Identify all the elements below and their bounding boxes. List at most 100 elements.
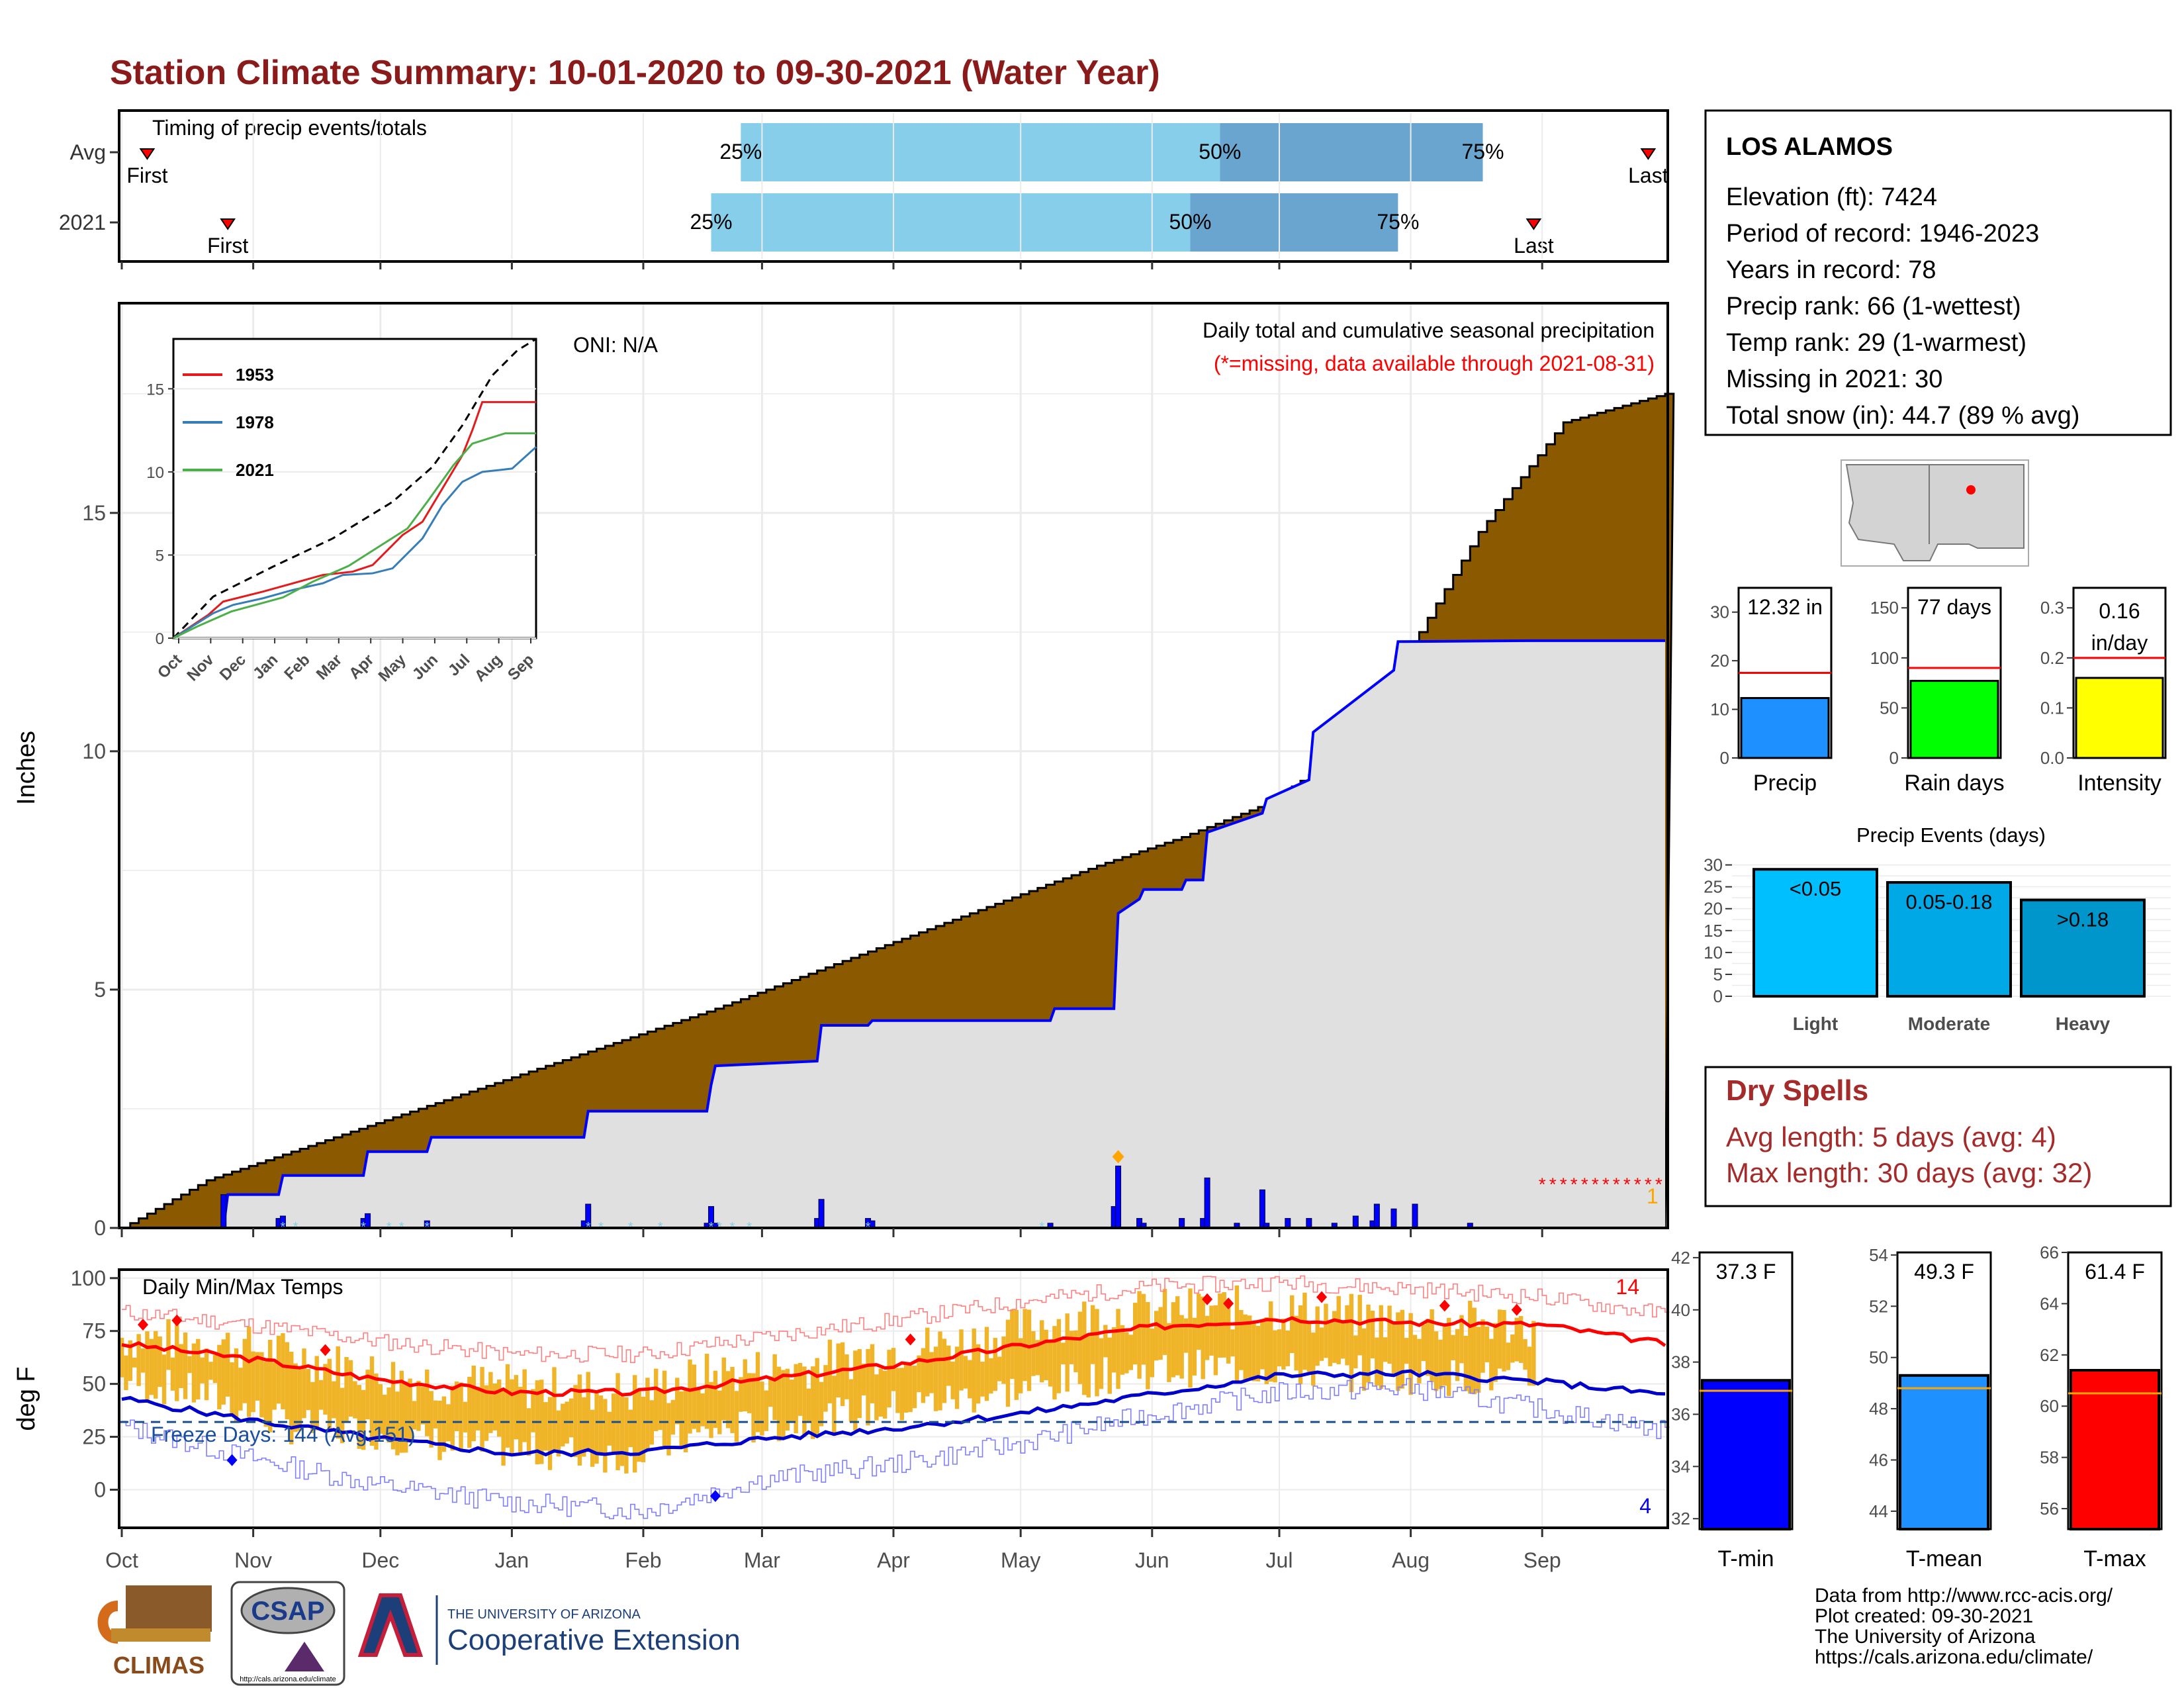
daily-precip-bar [1179, 1218, 1185, 1229]
daily-temp-bar [1014, 1309, 1019, 1400]
precip-total-bar [2075, 677, 2164, 759]
precip-total-y-tick: 0.1 [2040, 698, 2064, 718]
daily-temp-bar [972, 1329, 976, 1413]
daily-temp-bar [692, 1364, 697, 1429]
daily-temp-bar [1116, 1309, 1120, 1389]
daily-temp-bar [980, 1362, 985, 1397]
daily-temp-bar [1197, 1293, 1201, 1350]
daily-temp-bar [857, 1348, 862, 1419]
daily-temp-bar [1468, 1300, 1473, 1394]
daily-temp-bar [302, 1348, 306, 1419]
daily-temp-bar [1438, 1339, 1443, 1389]
daily-temp-bar [387, 1387, 391, 1443]
daily-temp-bar [1447, 1317, 1451, 1396]
daily-temp-bar [1247, 1315, 1252, 1378]
daily-temp-bar [938, 1331, 942, 1411]
daily-temp-bar [276, 1335, 281, 1404]
temp-total-y-tick: 66 [2040, 1243, 2059, 1262]
daily-temp-bar [624, 1397, 629, 1474]
daily-temp-bar [637, 1388, 641, 1462]
temp-total-y-tick: 48 [1869, 1399, 1888, 1419]
daily-temp-bar [1040, 1320, 1044, 1383]
daily-temp-bar [993, 1338, 997, 1391]
missing-data-marker: * [1645, 1174, 1652, 1195]
daily-temp-bar [950, 1361, 955, 1399]
daily-temp-bar [840, 1342, 845, 1407]
daily-temp-bar [1277, 1329, 1282, 1367]
daily-temp-bar [1183, 1318, 1189, 1353]
temp-total-y-tick: 40 [1671, 1300, 1690, 1320]
first-event-marker [139, 148, 156, 160]
inset-y-tick: 0 [156, 630, 164, 648]
daily-temp-bar [611, 1393, 616, 1453]
daily-temp-bar [390, 1362, 396, 1450]
missing-data-marker: * [1655, 1174, 1662, 1195]
precip-event-category: Light [1793, 1013, 1838, 1034]
precip-total-value-label: in/day [2091, 631, 2148, 655]
daily-temp-bar [140, 1348, 146, 1373]
daily-temp-bar [268, 1339, 273, 1432]
temp-y-label: deg F [13, 1366, 40, 1430]
daily-temp-bar [628, 1409, 633, 1448]
daily-temp-bar [772, 1354, 777, 1421]
daily-temp-bar [285, 1342, 290, 1420]
daily-temp-bar [968, 1360, 972, 1399]
daily-temp-bar [318, 1380, 324, 1410]
oni-label: ONI: N/A [573, 333, 659, 357]
daily-temp-bar [1162, 1289, 1167, 1355]
freeze-days-label: Freeze Days: 144 (Avg:151) [151, 1423, 416, 1446]
daily-temp-bar [191, 1343, 197, 1403]
daily-temp-bar [1260, 1320, 1265, 1370]
timing-panel: Timing of precip events/totals Avg 25% 50%… [59, 109, 1669, 269]
daily-temp-bar [1417, 1338, 1422, 1383]
daily-temp-bar [1273, 1330, 1277, 1383]
daily-temp-bar [518, 1386, 523, 1453]
daily-temp-bar [908, 1365, 913, 1413]
daily-temp-bar [730, 1366, 735, 1434]
daily-temp-bar [437, 1400, 442, 1460]
missing-data-marker: * [1581, 1174, 1588, 1195]
daily-temp-bar [463, 1401, 468, 1432]
daily-temp-bar [577, 1374, 582, 1466]
missing-data-marker: * [1570, 1174, 1578, 1195]
daily-temp-bar [136, 1334, 141, 1386]
first-event-label: First [207, 234, 248, 258]
inset-legend-label: 1978 [236, 412, 274, 432]
daily-temp-bar [539, 1380, 544, 1464]
daily-temp-bar [679, 1391, 684, 1446]
daily-temp-bar [573, 1385, 578, 1458]
daily-temp-bar [1158, 1307, 1163, 1360]
daily-temp-bar [959, 1329, 964, 1391]
record-high-marker [905, 1333, 916, 1346]
daily-temp-bar [1226, 1299, 1231, 1364]
record-high-marker [1511, 1303, 1522, 1316]
precip-total-y-tick: 0 [1889, 748, 1899, 768]
daily-temp-bar [717, 1390, 722, 1434]
temp-total-y-tick: 50 [1869, 1348, 1888, 1368]
record-high-marker [1223, 1297, 1234, 1310]
daily-temp-bar [531, 1389, 535, 1432]
daily-temp-bar [1251, 1321, 1256, 1382]
daily-temp-bar [760, 1382, 764, 1436]
precip-total-y-tick: 0.0 [2040, 748, 2064, 768]
daily-temp-bar [149, 1338, 154, 1395]
record-high-envelope [122, 1275, 1670, 1364]
daily-temp-bar [179, 1344, 183, 1388]
daily-temp-bar [1052, 1326, 1057, 1400]
daily-temp-bar [976, 1344, 981, 1404]
daily-temp-bar [556, 1410, 561, 1457]
daily-temp-bar [289, 1352, 294, 1444]
temp-total-name: T-min [1718, 1546, 1774, 1571]
precip-event-y-tick: 30 [1704, 855, 1723, 875]
missing-data-marker: * [1560, 1174, 1567, 1195]
daily-temp-bar [1255, 1325, 1261, 1382]
daily-temp-bar [1290, 1295, 1295, 1354]
avg-tmax-line [121, 1316, 1666, 1397]
precip-event-y-tick: 25 [1704, 877, 1723, 897]
daily-temp-bar [802, 1366, 807, 1437]
daily-temp-bar [619, 1396, 625, 1466]
daily-temp-bar [1230, 1329, 1235, 1357]
daily-temp-bar [1069, 1331, 1074, 1364]
daily-precip-bar [1259, 1189, 1265, 1229]
